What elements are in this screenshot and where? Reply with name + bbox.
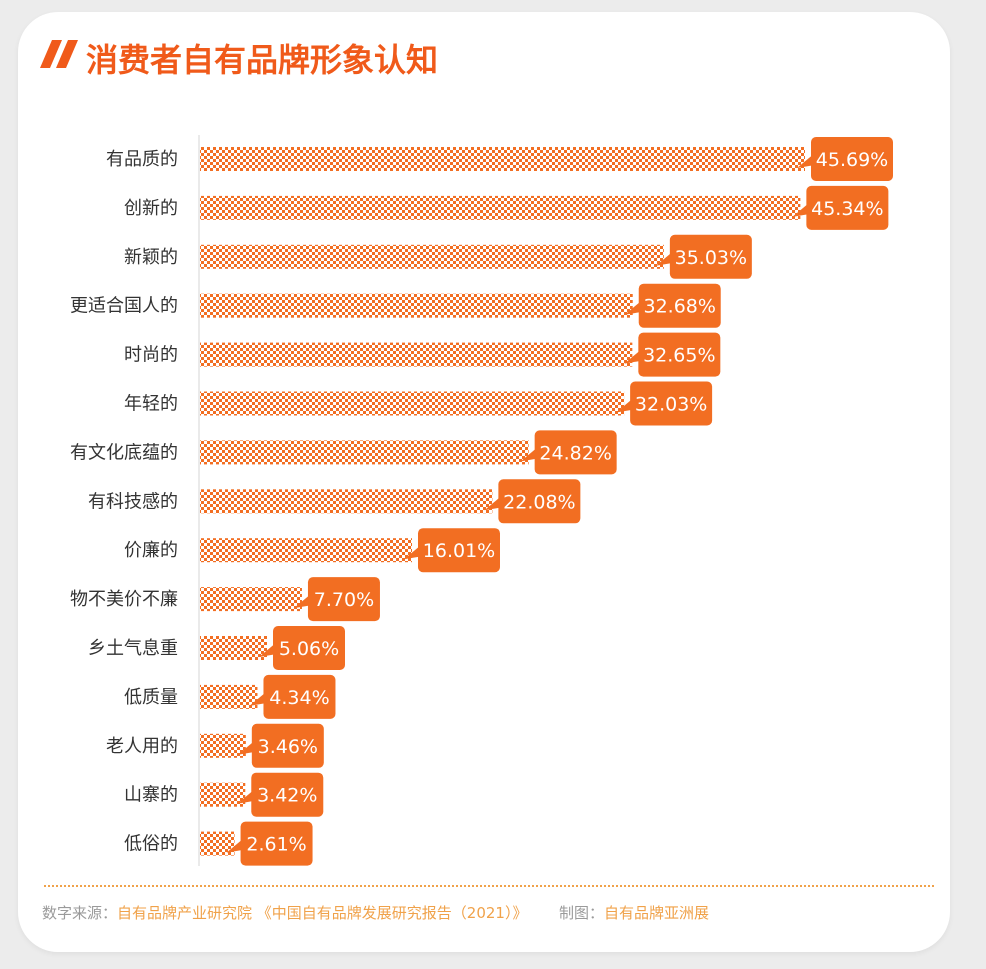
- value-label-box: [273, 626, 346, 670]
- value-label: 3.46%: [258, 736, 318, 758]
- value-label: 32.03%: [635, 394, 707, 416]
- bar-row: 有品质的 45.69%: [106, 137, 893, 181]
- label-pointer: [237, 739, 256, 755]
- bar-row: 创新的 45.34%: [124, 185, 889, 230]
- value-label-box: [669, 234, 752, 279]
- bar: [200, 587, 302, 612]
- value-label: 45.34%: [811, 198, 883, 220]
- double-slash-icon: [40, 40, 78, 68]
- bar: [200, 440, 529, 465]
- category-label: 低质量: [124, 687, 178, 708]
- bar: [200, 636, 268, 660]
- bar-row: 低俗的 2.61%: [124, 821, 313, 866]
- bar-row: 低质量 4.34%: [124, 674, 336, 719]
- bar-row: 年轻的 32.03%: [124, 381, 713, 426]
- value-label-box: [638, 283, 721, 328]
- bar: [200, 391, 625, 416]
- value-label-box: [251, 723, 324, 768]
- category-label: 乡土气息重: [88, 638, 178, 659]
- value-label: 24.82%: [539, 442, 611, 464]
- label-pointer: [792, 201, 811, 217]
- label-pointer: [484, 495, 503, 511]
- value-label: 45.69%: [816, 149, 888, 171]
- value-label: 4.34%: [269, 687, 329, 709]
- bar: [200, 538, 412, 563]
- bar-row: 更适合国人的 32.68%: [70, 283, 721, 328]
- chart-title: 消费者自有品牌形象认知: [86, 41, 439, 79]
- maker-label: 制图：: [559, 904, 605, 922]
- value-label: 32.65%: [643, 345, 715, 367]
- bar: [200, 684, 258, 709]
- bar: [200, 489, 493, 514]
- value-label: 32.68%: [644, 296, 716, 318]
- label-pointer: [616, 397, 635, 413]
- value-label: 22.08%: [503, 491, 575, 513]
- bar-row: 新颖的 35.03%: [124, 234, 752, 279]
- bar-row: 乡土气息重 5.06%: [88, 626, 346, 670]
- label-pointer: [226, 837, 245, 853]
- label-pointer: [237, 788, 256, 804]
- value-label-box: [534, 430, 617, 475]
- category-label: 物不美价不廉: [70, 589, 178, 610]
- category-label: 有科技感的: [88, 491, 178, 512]
- category-label: 低俗的: [124, 834, 178, 855]
- bar-chart: 有品质的 45.69% 创新的 45.34% 新颖的 35.03% 更适合国人的 32.68%…: [70, 135, 893, 866]
- bar-row: 山寨的 3.42%: [124, 772, 324, 817]
- bar: [200, 147, 805, 171]
- footer-divider: [44, 885, 934, 887]
- value-label-box: [417, 528, 500, 573]
- label-pointer: [293, 593, 312, 609]
- maker-value: 自有品牌亚洲展: [604, 904, 710, 922]
- bar-row: 价廉的 16.01%: [124, 528, 500, 573]
- value-label: 7.70%: [314, 589, 374, 611]
- value-label: 16.01%: [423, 540, 495, 562]
- category-label: 有品质的: [106, 149, 178, 170]
- bar: [200, 244, 664, 269]
- value-label-box: [806, 185, 889, 230]
- bar-row: 有科技感的 22.08%: [88, 479, 581, 524]
- bar-row: 物不美价不廉 7.70%: [70, 577, 380, 622]
- value-label-box: [811, 137, 893, 181]
- value-label: 35.03%: [675, 247, 747, 269]
- value-label: 5.06%: [279, 638, 339, 660]
- bar: [200, 782, 246, 807]
- bar-row: 有文化底蕴的 24.82%: [70, 430, 617, 475]
- value-label: 2.61%: [246, 834, 306, 856]
- category-label: 有文化底蕴的: [70, 442, 178, 463]
- category-label: 老人用的: [106, 736, 178, 757]
- label-pointer: [624, 299, 643, 315]
- source-label: 数字来源：: [42, 904, 118, 922]
- label-pointer: [624, 348, 643, 364]
- category-label: 时尚的: [124, 345, 178, 366]
- bar: [200, 195, 801, 220]
- label-pointer: [520, 446, 539, 462]
- source-value: 自有品牌产业研究院 《中国自有品牌发展研究报告（2021）》: [117, 904, 528, 922]
- value-label-box: [263, 674, 336, 719]
- bar: [200, 733, 246, 758]
- category-label: 创新的: [124, 198, 178, 219]
- label-pointer: [655, 250, 674, 266]
- bar: [200, 342, 633, 367]
- value-label: 3.42%: [257, 785, 317, 807]
- category-label: 更适合国人的: [70, 296, 178, 317]
- value-label-box: [498, 479, 581, 524]
- value-label-box: [251, 772, 324, 817]
- value-label-box: [307, 577, 380, 622]
- source-note: 数字来源：自有品牌产业研究院 《中国自有品牌发展研究报告（2021）》 制图：自…: [42, 902, 709, 924]
- value-label-box: [240, 821, 313, 866]
- label-pointer: [259, 642, 278, 657]
- bar-row: 时尚的 32.65%: [124, 332, 721, 377]
- bar: [200, 293, 633, 318]
- category-label: 山寨的: [124, 785, 178, 806]
- label-pointer: [249, 690, 268, 706]
- label-pointer: [403, 544, 422, 560]
- label-pointer: [797, 153, 815, 168]
- bar-row: 老人用的 3.46%: [106, 723, 324, 768]
- category-label: 价廉的: [124, 540, 178, 561]
- category-label: 新颖的: [124, 247, 178, 268]
- category-label: 年轻的: [124, 394, 178, 415]
- value-label-box: [638, 332, 721, 377]
- value-label-box: [630, 381, 713, 426]
